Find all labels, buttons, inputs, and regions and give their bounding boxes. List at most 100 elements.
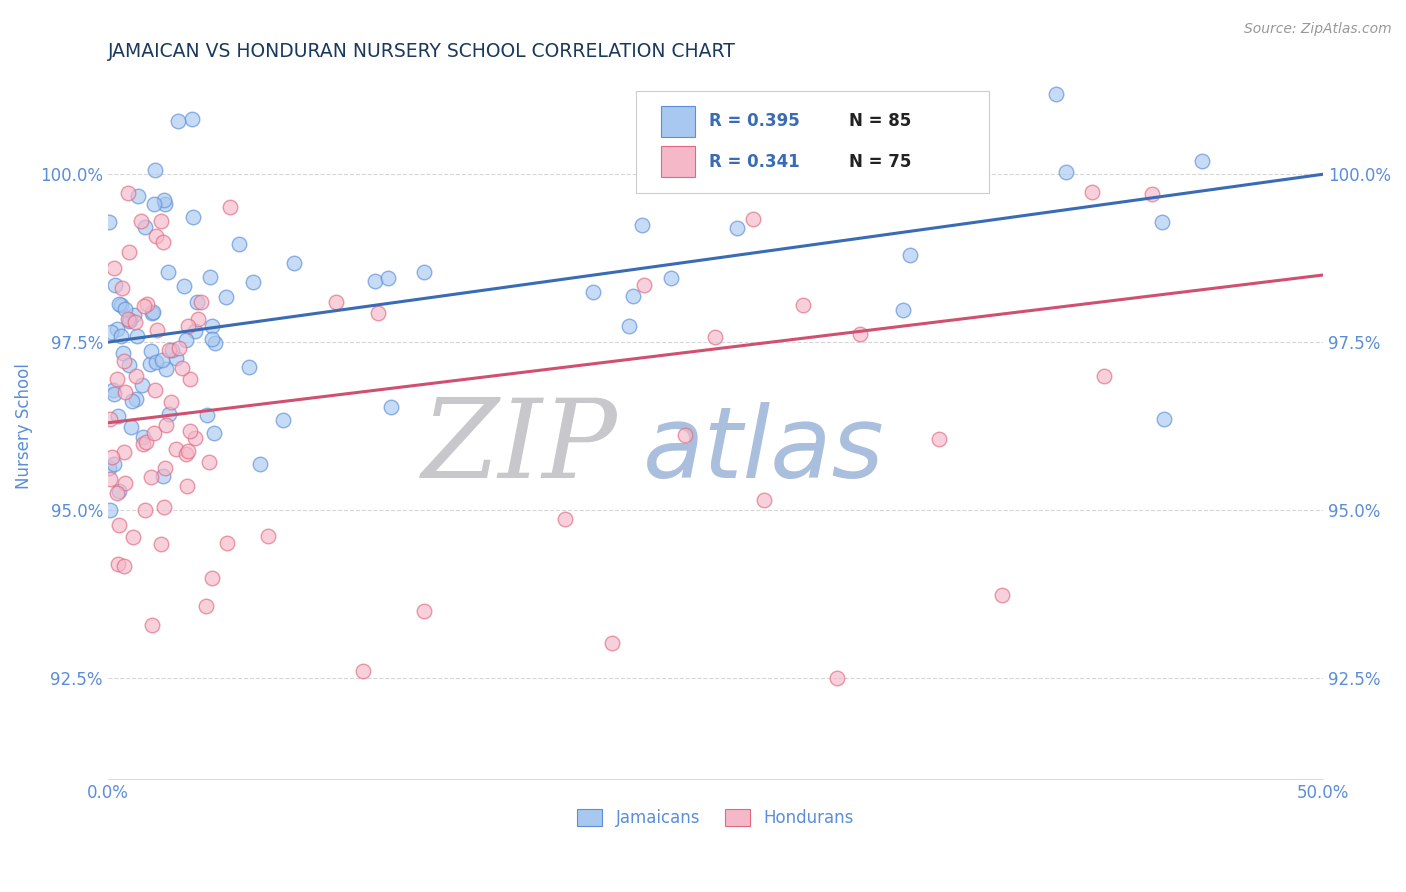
Point xyxy=(633,277,655,292)
Point xyxy=(176,479,198,493)
Point xyxy=(105,371,128,385)
FancyBboxPatch shape xyxy=(637,91,988,194)
Point xyxy=(174,333,197,347)
Point xyxy=(155,418,177,433)
Bar xyxy=(661,105,695,137)
Point xyxy=(150,537,173,551)
Point xyxy=(180,112,202,127)
Point xyxy=(600,636,623,650)
Point xyxy=(145,228,167,243)
Point xyxy=(1150,215,1173,229)
Point xyxy=(145,355,167,369)
Point xyxy=(891,302,914,317)
Text: JAMAICAN VS HONDURAN NURSERY SCHOOL CORRELATION CHART: JAMAICAN VS HONDURAN NURSERY SCHOOL CORR… xyxy=(108,42,735,61)
Point xyxy=(737,160,759,174)
Point xyxy=(105,486,128,500)
Point xyxy=(150,353,173,368)
Point xyxy=(143,425,166,440)
Point xyxy=(198,455,221,469)
Text: R = 0.341: R = 0.341 xyxy=(710,153,800,170)
Point xyxy=(135,297,157,311)
Point xyxy=(181,210,204,224)
Point xyxy=(165,442,187,456)
Point xyxy=(122,308,145,322)
Point xyxy=(112,346,135,360)
Point xyxy=(364,274,387,288)
Point xyxy=(190,295,212,310)
Legend: Jamaicans, Hondurans: Jamaicans, Hondurans xyxy=(571,803,860,834)
Point xyxy=(98,412,121,426)
Point xyxy=(645,151,668,165)
Text: ZIP: ZIP xyxy=(422,393,619,501)
Point xyxy=(135,435,157,450)
Point xyxy=(352,665,374,679)
Point xyxy=(159,394,181,409)
Point xyxy=(157,407,180,421)
Point xyxy=(202,425,225,440)
Point xyxy=(127,329,149,343)
Point xyxy=(157,343,180,358)
Point xyxy=(325,294,347,309)
Point xyxy=(141,306,163,320)
Point xyxy=(1153,411,1175,425)
Point xyxy=(1081,185,1104,199)
Point xyxy=(849,327,872,342)
Point xyxy=(195,409,218,423)
Point xyxy=(152,235,174,250)
Point xyxy=(98,472,121,486)
Point xyxy=(155,196,177,211)
Point xyxy=(201,332,224,346)
Point xyxy=(132,437,155,451)
Point xyxy=(132,299,155,313)
Point xyxy=(149,214,172,228)
Point xyxy=(179,371,201,385)
Point xyxy=(183,324,205,338)
Point xyxy=(179,425,201,439)
Point xyxy=(120,420,142,434)
Point xyxy=(100,450,122,464)
Point xyxy=(156,265,179,279)
Point xyxy=(111,281,134,295)
Point xyxy=(134,503,156,517)
Point xyxy=(752,492,775,507)
Point xyxy=(110,329,132,343)
Text: Source: ZipAtlas.com: Source: ZipAtlas.com xyxy=(1244,22,1392,37)
Point xyxy=(117,186,139,200)
Point xyxy=(1045,87,1067,101)
Point xyxy=(184,431,207,445)
Point xyxy=(103,457,125,471)
Point xyxy=(173,279,195,293)
Point xyxy=(105,322,128,336)
Point xyxy=(143,163,166,178)
Point xyxy=(98,215,121,229)
Point xyxy=(377,270,399,285)
Point xyxy=(132,430,155,444)
Point xyxy=(176,447,198,461)
Point xyxy=(160,343,183,357)
Point xyxy=(704,330,727,344)
Point xyxy=(177,444,200,458)
Point xyxy=(198,269,221,284)
Point xyxy=(228,237,250,252)
Point xyxy=(117,312,139,326)
Point xyxy=(669,172,692,186)
Point xyxy=(114,301,136,316)
Point xyxy=(673,428,696,442)
Point xyxy=(1191,153,1213,168)
Point xyxy=(143,383,166,397)
Bar xyxy=(661,145,695,178)
Point xyxy=(112,354,135,368)
Point xyxy=(742,212,765,227)
Point xyxy=(554,511,576,525)
Text: atlas: atlas xyxy=(643,402,884,500)
Point xyxy=(114,476,136,491)
Point xyxy=(152,193,174,207)
Point xyxy=(825,671,848,685)
Point xyxy=(201,572,224,586)
Point xyxy=(152,469,174,483)
Point xyxy=(215,290,238,304)
Point xyxy=(215,535,238,549)
Text: R = 0.395: R = 0.395 xyxy=(710,112,800,130)
Point xyxy=(107,557,129,571)
Point xyxy=(114,384,136,399)
